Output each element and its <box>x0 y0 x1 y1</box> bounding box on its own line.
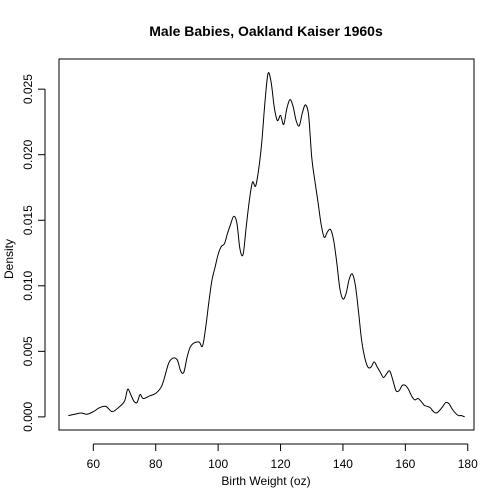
density-curve <box>68 72 465 418</box>
plot-frame <box>58 58 475 431</box>
y-tick-label: 0.020 <box>21 139 35 169</box>
x-tick-label: 160 <box>395 457 415 471</box>
x-tick-label: 80 <box>149 457 163 471</box>
y-tick-label: 0.000 <box>21 402 35 432</box>
chart-title: Male Babies, Oakland Kaiser 1960s <box>149 23 383 39</box>
x-tick-label: 60 <box>87 457 101 471</box>
y-tick-label: 0.015 <box>21 205 35 235</box>
x-axis-label: Birth Weight (oz) <box>221 474 310 488</box>
y-tick-label: 0.025 <box>21 74 35 104</box>
y-tick-label: 0.010 <box>21 270 35 300</box>
y-axis-label: Density <box>2 239 16 279</box>
x-tick-label: 100 <box>208 457 228 471</box>
y-axis: 0.000 0.005 0.010 0.015 0.020 0.025 <box>21 74 46 432</box>
x-tick-label: 140 <box>333 457 353 471</box>
x-axis: 60 80 100 120 140 160 180 <box>87 443 478 471</box>
y-tick-label: 0.005 <box>21 336 35 366</box>
x-tick-label: 120 <box>271 457 291 471</box>
x-tick-label: 180 <box>458 457 478 471</box>
